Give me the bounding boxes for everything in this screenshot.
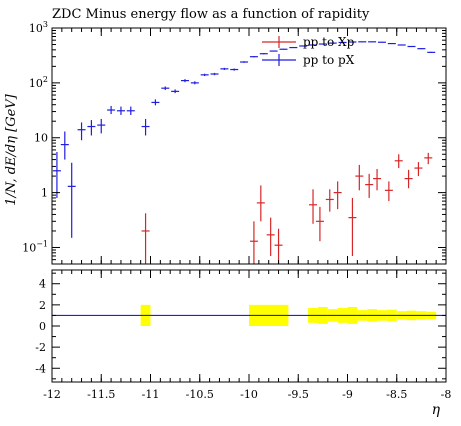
- y-tick-label: 10: [34, 132, 48, 145]
- ratio-band-layer: [52, 304, 446, 326]
- x-axis-label: η: [432, 402, 441, 418]
- x-tick-label: -11.5: [87, 388, 115, 401]
- plot-frames: [51, 27, 447, 383]
- x-tick-label: -12: [43, 388, 61, 401]
- ratio-y-tick-label: -4: [35, 362, 46, 375]
- x-tick-label: -10: [240, 388, 258, 401]
- series-layer: [52, 41, 436, 264]
- tick-layer: [51, 27, 447, 382]
- x-tick-label: -8.5: [386, 388, 407, 401]
- y-tick-label: 102: [29, 75, 48, 90]
- main-panel-frame: [51, 27, 447, 265]
- y-axis-label: 1/N, dE/dη [GeV]: [4, 93, 19, 205]
- ratio-y-tick-label: -2: [35, 341, 46, 354]
- chart-title: ZDC Minus energy flow as a function of r…: [52, 7, 370, 22]
- y-tick-label: 10−1: [22, 239, 48, 254]
- ratio-y-tick-label: 0: [39, 320, 46, 333]
- legend-entry-label: pp to pX: [303, 53, 355, 67]
- series-pp-to-xp: [141, 152, 433, 264]
- x-tick-label: -9: [342, 388, 353, 401]
- x-tick-label: -11: [142, 388, 160, 401]
- x-tick-label: -9.5: [288, 388, 309, 401]
- ratio-y-tick-label: 2: [39, 299, 46, 312]
- x-tick-label: -8: [441, 388, 452, 401]
- tick-label-layer: -12 -11.5 -11 -10.5 -10 -9.5 -9 -8.5 -8 10−1 1 10 10…: [22, 20, 451, 401]
- y-tick-label: 1: [41, 187, 48, 200]
- x-tick-label: -10.5: [186, 388, 214, 401]
- legend-entry-label: pp to Xp: [303, 35, 355, 49]
- series-pp-to-px: [52, 41, 436, 238]
- ratio-y-tick-label: 4: [39, 278, 46, 291]
- y-tick-label: 103: [29, 20, 48, 35]
- legend: pp to Xp pp to pX: [262, 35, 355, 67]
